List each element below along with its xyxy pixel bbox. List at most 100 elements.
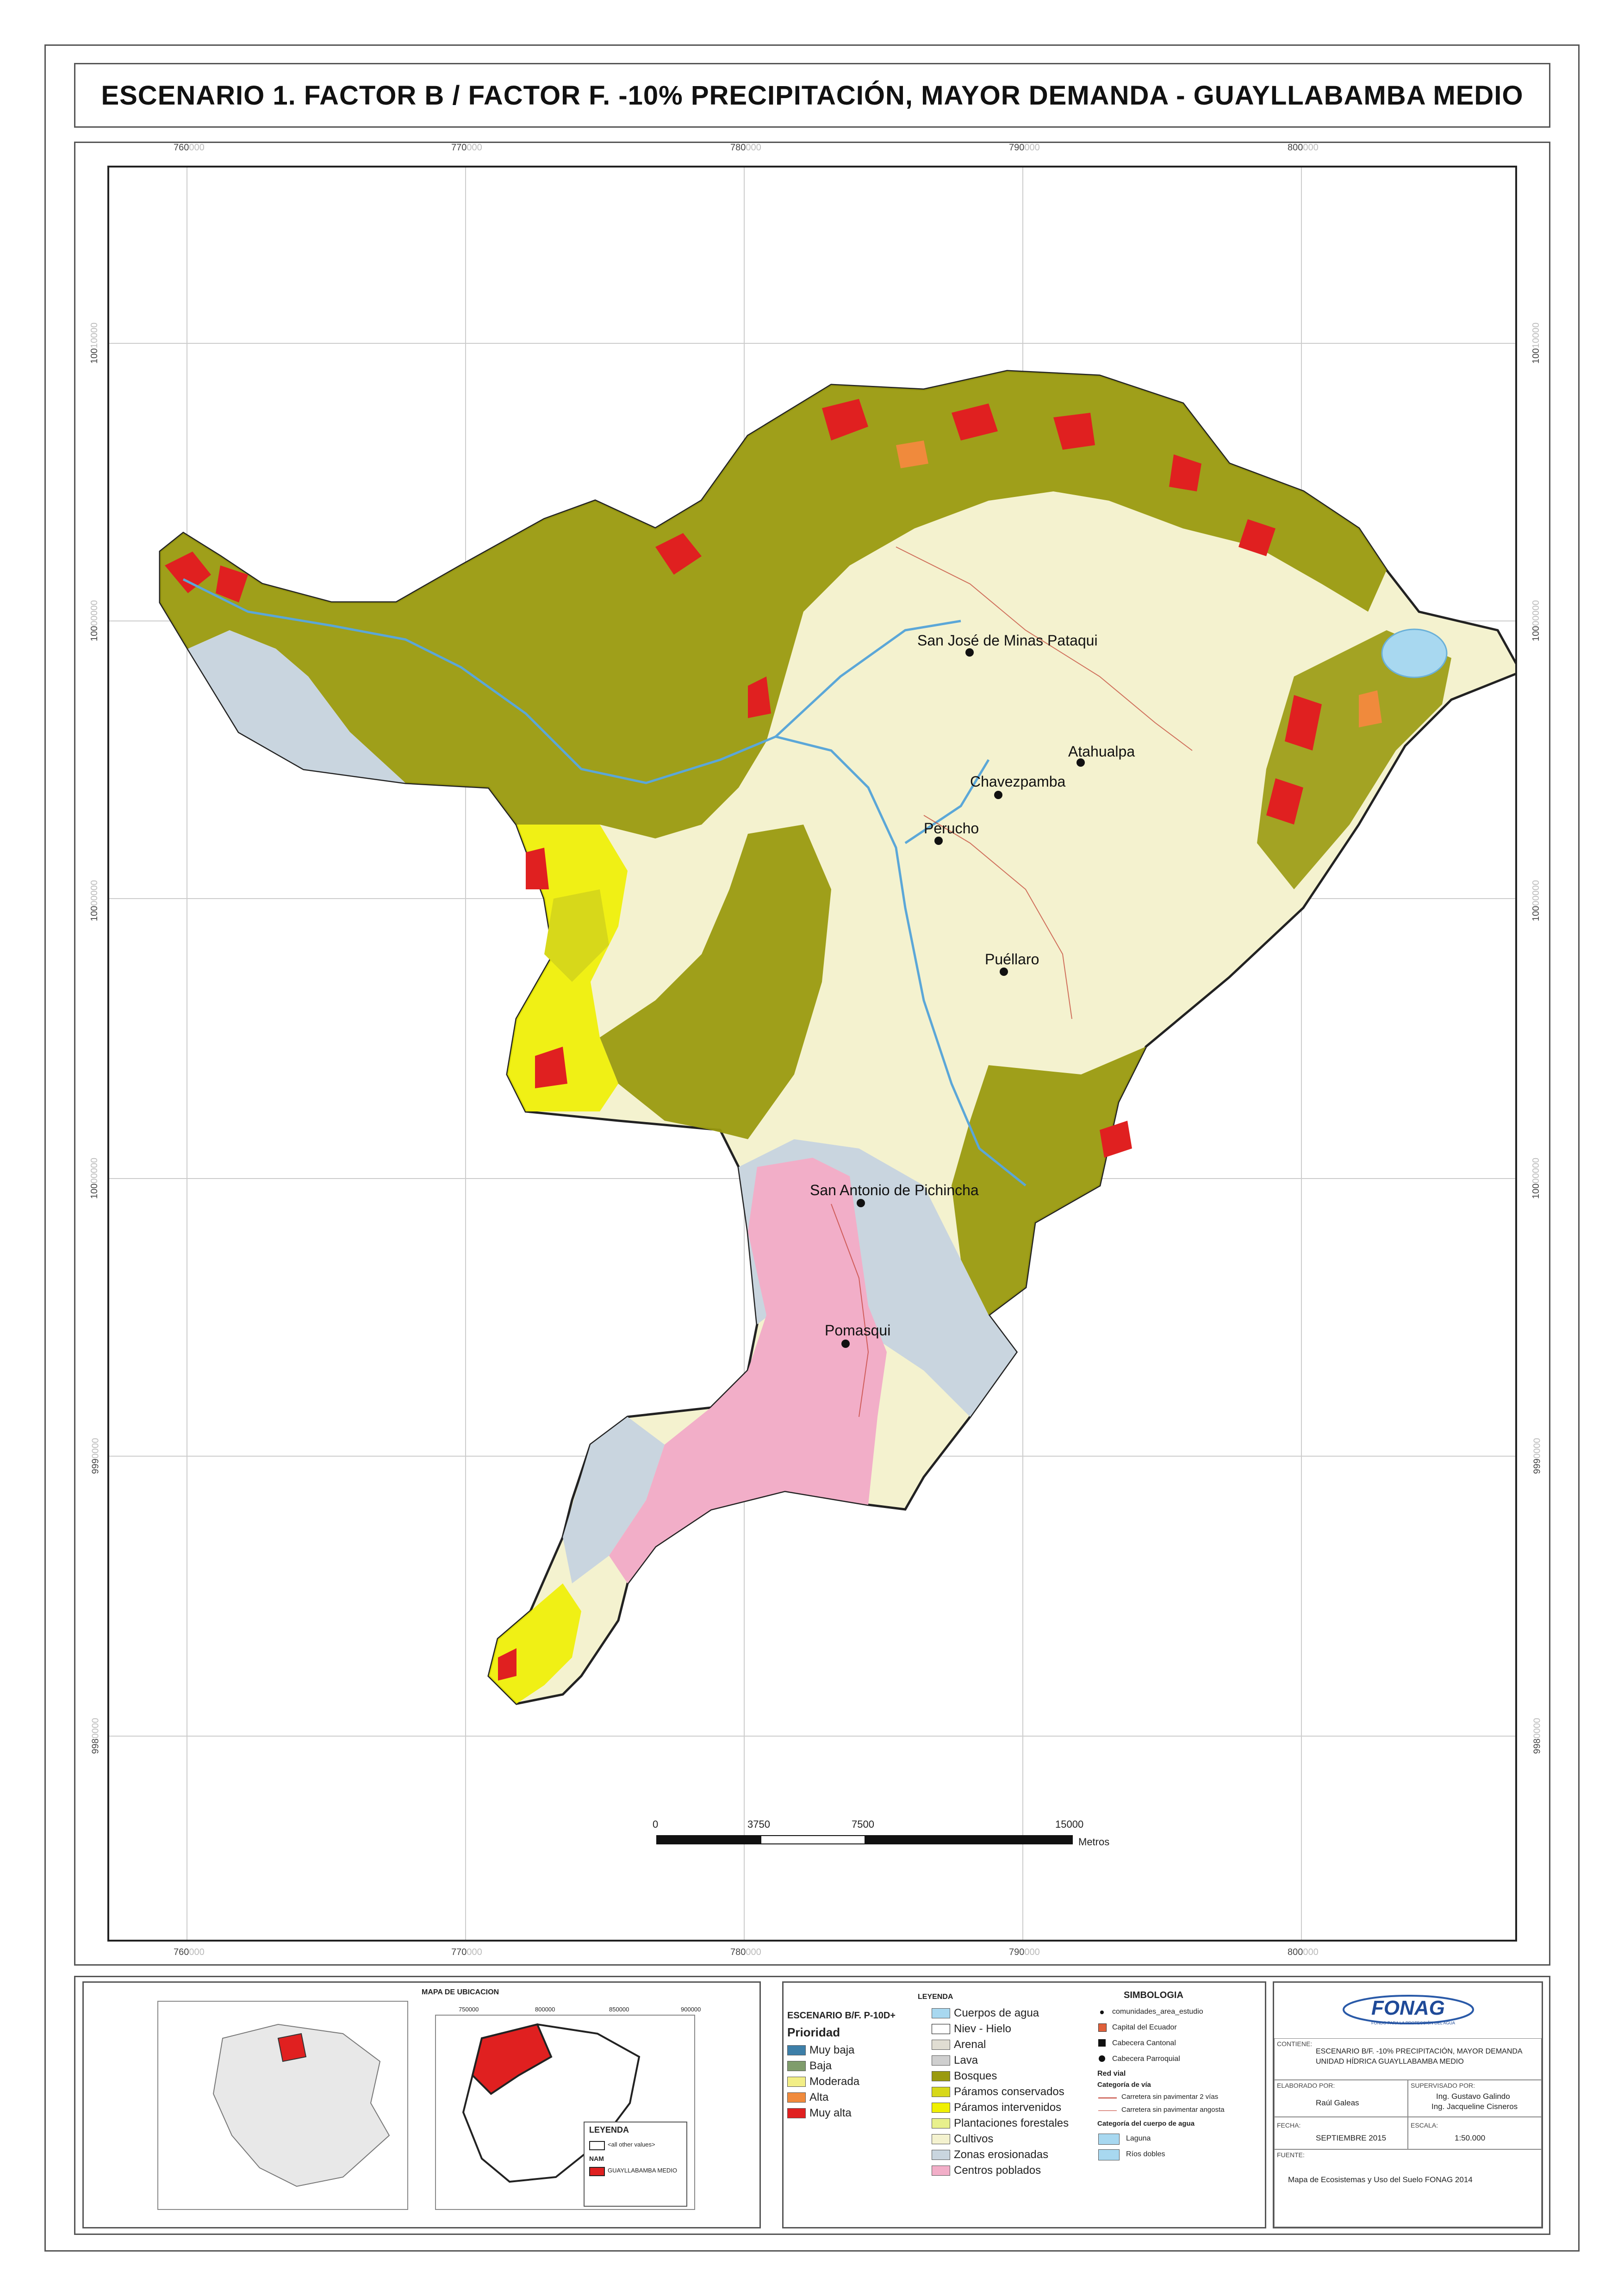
priority-item-alta: Alta bbox=[787, 2091, 828, 2104]
place-marker-san-antonio[interactable] bbox=[857, 1199, 865, 1207]
scale-label-3750: 3750 bbox=[747, 1818, 770, 1830]
x-tick-top-1: 760000 bbox=[174, 143, 205, 153]
laguna bbox=[1381, 628, 1448, 678]
swatch-bosques bbox=[932, 2071, 950, 2081]
scale-bar bbox=[656, 1835, 1073, 1844]
zonas-erosionadas-south bbox=[563, 1417, 665, 1583]
place-marker-pomasqui[interactable] bbox=[841, 1340, 850, 1348]
roads-title: Red vial bbox=[1097, 2070, 1126, 2078]
cover-item-erosionadas: Zonas erosionadas bbox=[932, 2148, 1048, 2161]
fonag-logo-sub: FONDO PARA LA PROTECCIÓN DEL AGUA bbox=[1371, 2021, 1456, 2025]
y-tick-right-3: 10000000 bbox=[1531, 880, 1541, 921]
x-tick-bottom-4: 790000 bbox=[1009, 1947, 1040, 1957]
place-label-perucho: Perucho bbox=[924, 820, 979, 837]
x-tick-bottom-3: 780000 bbox=[730, 1947, 761, 1957]
y-tick-left-6: 9980000 bbox=[90, 1718, 101, 1754]
road-item-1: Carretera sin pavimentar 2 vías bbox=[1121, 2093, 1219, 2101]
swatch-lava bbox=[932, 2055, 950, 2066]
cover-item-poblados: Centros poblados bbox=[932, 2164, 1041, 2177]
swatch-plantaciones bbox=[932, 2118, 950, 2128]
location-legend-swatch-other bbox=[589, 2141, 605, 2150]
location-map-svg bbox=[157, 2001, 695, 2210]
rivers bbox=[182, 578, 1027, 1186]
x-tick-bottom-1: 760000 bbox=[174, 1947, 205, 1957]
symbology-item-comunidades: comunidades_area_estudio bbox=[1112, 2008, 1203, 2016]
cabecera-parroquial-icon bbox=[1099, 2055, 1105, 2062]
place-label-san-jose: San José de Minas Pataqui bbox=[917, 632, 1098, 649]
y-tick-left-1: 10010000 bbox=[89, 323, 100, 364]
symbology-item-parroquial: Cabecera Parroquial bbox=[1112, 2055, 1180, 2063]
roads-subtitle: Categoría de vía bbox=[1097, 2081, 1151, 2089]
bosques-southeast bbox=[952, 1047, 1146, 1315]
cover-item-hielo: Niev - Hielo bbox=[932, 2023, 1011, 2035]
y-tick-right-4: 10000000 bbox=[1531, 1158, 1541, 1199]
priority-item-moderada: Moderada bbox=[787, 2075, 859, 2088]
paramos-conservados-west bbox=[544, 889, 609, 982]
x-tick-top-2: 770000 bbox=[451, 143, 482, 153]
centros-poblados bbox=[609, 1158, 887, 1583]
comunidades-icon bbox=[1100, 2011, 1104, 2014]
zonas-erosionadas-northwest bbox=[188, 630, 405, 783]
contiene-value-1: ESCENARIO B/F. -10% PRECIPITACIÓN, MAYOR… bbox=[1316, 2048, 1523, 2055]
swatch-agua bbox=[932, 2008, 950, 2018]
swatch-paramos-conservados bbox=[932, 2087, 950, 2097]
place-marker-perucho[interactable] bbox=[934, 837, 943, 845]
muy-alta-patches bbox=[165, 399, 1322, 1681]
location-tick-4: 900000 bbox=[681, 2006, 701, 2013]
swatch-arenal bbox=[932, 2040, 950, 2050]
road-line-1 bbox=[1098, 2097, 1117, 2098]
contiene-cell bbox=[1274, 2038, 1542, 2080]
symbology-item-capital: Capital del Ecuador bbox=[1112, 2023, 1177, 2031]
scale-bar-seg-2 bbox=[760, 1835, 866, 1844]
place-marker-atahualpa[interactable] bbox=[1076, 758, 1085, 767]
swatch-paramos-intervenidos bbox=[932, 2103, 950, 2113]
escala-label: ESCALA: bbox=[1411, 2122, 1438, 2129]
bosques-east bbox=[1257, 630, 1451, 889]
swatch-cultivos bbox=[932, 2134, 950, 2144]
x-tick-top-5: 800000 bbox=[1288, 143, 1319, 153]
x-tick-top-3: 780000 bbox=[730, 143, 761, 153]
legend-scenario: ESCENARIO B/F. P-10D+ bbox=[787, 2011, 896, 2021]
roads bbox=[831, 546, 1193, 1417]
y-tick-left-2: 10000000 bbox=[89, 600, 100, 641]
contiene-label: CONTIENE: bbox=[1277, 2040, 1313, 2048]
road-line-2 bbox=[1098, 2110, 1117, 2111]
cover-item-paramos-conservados: Páramos conservados bbox=[932, 2085, 1064, 2098]
map-outer-frame bbox=[74, 142, 1550, 1966]
location-legend-box: LEYENDA <all other values> NAM GUAYLLABA… bbox=[584, 2122, 687, 2207]
fecha-value: SEPTIEMBRE 2015 bbox=[1316, 2134, 1387, 2142]
place-label-chavezpamba: Chavezpamba bbox=[970, 773, 1066, 790]
y-tick-left-4: 10000000 bbox=[89, 1158, 100, 1199]
location-legend-swatch-gm bbox=[589, 2167, 605, 2176]
road-item-2: Carretera sin pavimentar angosta bbox=[1121, 2106, 1225, 2114]
location-tick-1: 750000 bbox=[459, 2006, 479, 2013]
place-marker-san-jose[interactable] bbox=[965, 648, 974, 657]
page-frame bbox=[44, 44, 1580, 2252]
swatch-poblados bbox=[932, 2166, 950, 2176]
x-tick-bottom-2: 770000 bbox=[451, 1947, 482, 1957]
info-panel: FONAG FONDO PARA LA PROTECCIÓN DEL AGUA … bbox=[1273, 1981, 1543, 2228]
fuente-label: FUENTE: bbox=[1277, 2151, 1305, 2159]
elaborado-cell bbox=[1274, 2080, 1408, 2117]
cover-item-plantaciones: Plantaciones forestales bbox=[932, 2117, 1069, 2130]
symbology-title: SIMBOLOGIA bbox=[1124, 1990, 1183, 2000]
map-svg bbox=[109, 168, 1515, 1940]
title-box: ESCENARIO 1. FACTOR B / FACTOR F. -10% P… bbox=[74, 63, 1550, 128]
priority-item-muy-alta: Muy alta bbox=[787, 2107, 852, 2120]
escala-cell bbox=[1408, 2117, 1542, 2149]
place-marker-chavezpamba[interactable] bbox=[994, 791, 1002, 799]
bosques-north bbox=[160, 371, 1387, 838]
priority-item-baja: Baja bbox=[787, 2060, 832, 2073]
swatch-alta bbox=[787, 2092, 806, 2103]
fonag-logo: FONAG FONDO PARA LA PROTECCIÓN DEL AGUA bbox=[1339, 1991, 1478, 2035]
y-tick-left-3: 10000000 bbox=[89, 880, 100, 921]
map-canvas[interactable] bbox=[107, 166, 1517, 1942]
place-label-puellaro: Puéllaro bbox=[985, 951, 1039, 968]
place-marker-puellaro[interactable] bbox=[1000, 968, 1008, 976]
scale-unit: Metros bbox=[1078, 1836, 1110, 1848]
map-title: ESCENARIO 1. FACTOR B / FACTOR F. -10% P… bbox=[101, 80, 1524, 111]
laguna-swatch bbox=[1098, 2134, 1120, 2145]
supervisado-cell bbox=[1408, 2080, 1542, 2117]
fuente-cell bbox=[1274, 2149, 1542, 2227]
y-tick-right-6: 9980000 bbox=[1532, 1718, 1543, 1754]
